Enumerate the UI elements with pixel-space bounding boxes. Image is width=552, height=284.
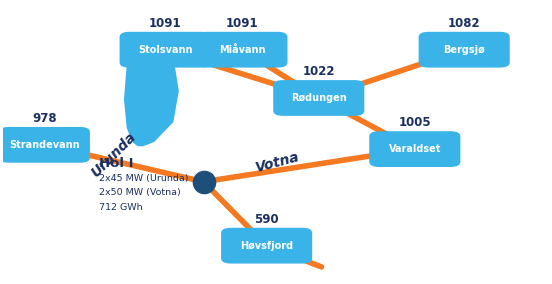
FancyBboxPatch shape [221,228,312,264]
FancyBboxPatch shape [197,32,288,68]
Text: 2x50 MW (Votna): 2x50 MW (Votna) [99,188,181,197]
Text: 2x45 MW (Urunda): 2x45 MW (Urunda) [99,174,189,183]
Text: Stolsvann: Stolsvann [138,45,192,55]
FancyBboxPatch shape [369,131,460,167]
Text: Høvsfjord: Høvsfjord [240,241,293,251]
FancyBboxPatch shape [0,127,90,163]
Polygon shape [124,34,179,146]
Text: Strandevann: Strandevann [9,140,79,150]
Text: Urunda: Urunda [88,130,138,180]
Text: Hol I: Hol I [99,157,134,170]
Text: 1082: 1082 [448,17,480,30]
Text: Varaldset: Varaldset [389,144,441,154]
Text: 1005: 1005 [399,116,431,129]
Text: Bergsjø: Bergsjø [443,45,485,55]
Text: 978: 978 [32,112,57,125]
Text: 1091: 1091 [226,17,258,30]
Text: 1022: 1022 [302,65,335,78]
FancyBboxPatch shape [120,32,211,68]
Text: 590: 590 [254,213,279,226]
FancyBboxPatch shape [418,32,509,68]
Text: Votna: Votna [254,149,301,174]
Text: 712 GWh: 712 GWh [99,203,143,212]
Text: Miåvann: Miåvann [219,45,265,55]
Text: Rødungen: Rødungen [291,93,347,103]
Text: 1091: 1091 [149,17,182,30]
FancyBboxPatch shape [273,80,364,116]
